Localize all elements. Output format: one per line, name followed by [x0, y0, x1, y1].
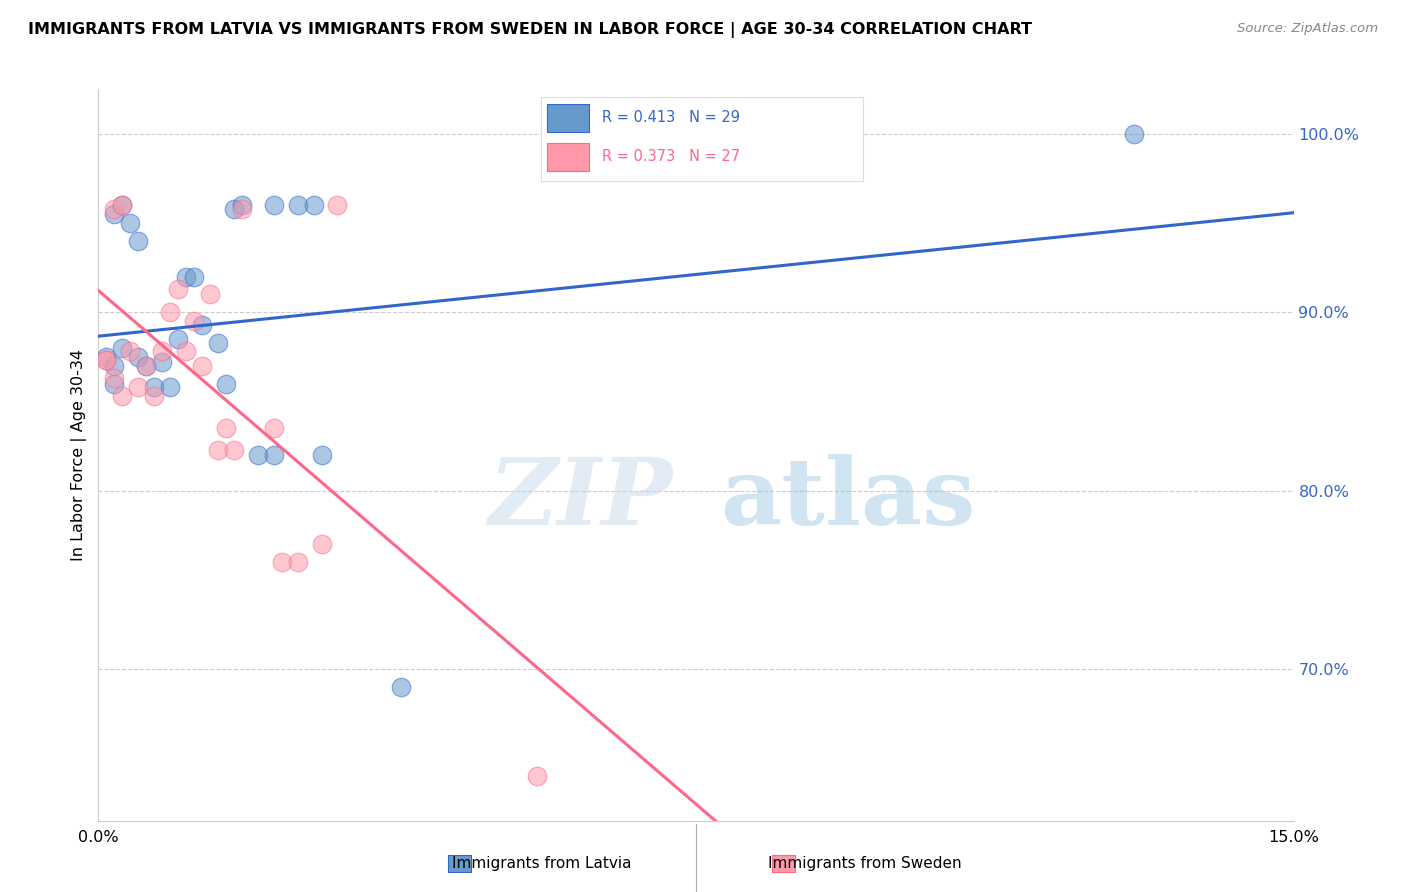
- Point: [215, 376, 238, 391]
- Point: [143, 389, 166, 403]
- Y-axis label: In Labor Force | Age 30-34: In Labor Force | Age 30-34: [72, 349, 87, 561]
- Point: [1123, 127, 1146, 141]
- Point: [111, 341, 134, 355]
- Point: [167, 282, 190, 296]
- Point: [111, 198, 134, 212]
- Text: Immigrants from Sweden: Immigrants from Sweden: [768, 856, 962, 871]
- Point: [127, 350, 149, 364]
- Point: [270, 555, 292, 569]
- Point: [174, 269, 197, 284]
- Point: [231, 198, 253, 212]
- Point: [127, 234, 149, 248]
- Point: [287, 555, 309, 569]
- Point: [135, 359, 157, 373]
- Point: [96, 353, 118, 368]
- Point: [103, 376, 125, 391]
- Text: IMMIGRANTS FROM LATVIA VS IMMIGRANTS FROM SWEDEN IN LABOR FORCE | AGE 30-34 CORR: IMMIGRANTS FROM LATVIA VS IMMIGRANTS FRO…: [28, 22, 1032, 38]
- Point: [263, 421, 285, 435]
- Point: [311, 448, 333, 462]
- Point: [120, 344, 142, 359]
- Point: [222, 202, 245, 216]
- Point: [222, 442, 245, 457]
- Point: [191, 359, 214, 373]
- Point: [96, 350, 118, 364]
- Point: [150, 355, 173, 369]
- Point: [263, 448, 285, 462]
- Text: ZIP: ZIP: [488, 454, 672, 544]
- Point: [143, 380, 166, 394]
- Text: atlas: atlas: [720, 454, 976, 544]
- Point: [96, 353, 118, 368]
- Point: [167, 332, 190, 346]
- Point: [191, 318, 214, 332]
- Point: [183, 269, 205, 284]
- Point: [111, 389, 134, 403]
- Point: [174, 344, 197, 359]
- Point: [183, 314, 205, 328]
- Point: [207, 335, 229, 350]
- Point: [198, 287, 221, 301]
- Point: [287, 198, 309, 212]
- FancyBboxPatch shape: [449, 855, 471, 872]
- Point: [103, 371, 125, 385]
- Point: [127, 380, 149, 394]
- Point: [207, 442, 229, 457]
- Point: [120, 216, 142, 230]
- Text: Source: ZipAtlas.com: Source: ZipAtlas.com: [1237, 22, 1378, 36]
- Point: [215, 421, 238, 435]
- Point: [302, 198, 325, 212]
- Point: [389, 680, 412, 694]
- Point: [526, 769, 548, 783]
- FancyBboxPatch shape: [772, 855, 794, 872]
- Point: [263, 198, 285, 212]
- Point: [103, 202, 125, 216]
- Point: [159, 380, 181, 394]
- Point: [311, 537, 333, 551]
- Point: [246, 448, 269, 462]
- Point: [103, 207, 125, 221]
- Point: [326, 198, 349, 212]
- Point: [111, 198, 134, 212]
- Point: [135, 359, 157, 373]
- Point: [231, 202, 253, 216]
- Point: [103, 359, 125, 373]
- Point: [159, 305, 181, 319]
- Point: [150, 344, 173, 359]
- Text: Immigrants from Latvia: Immigrants from Latvia: [451, 856, 631, 871]
